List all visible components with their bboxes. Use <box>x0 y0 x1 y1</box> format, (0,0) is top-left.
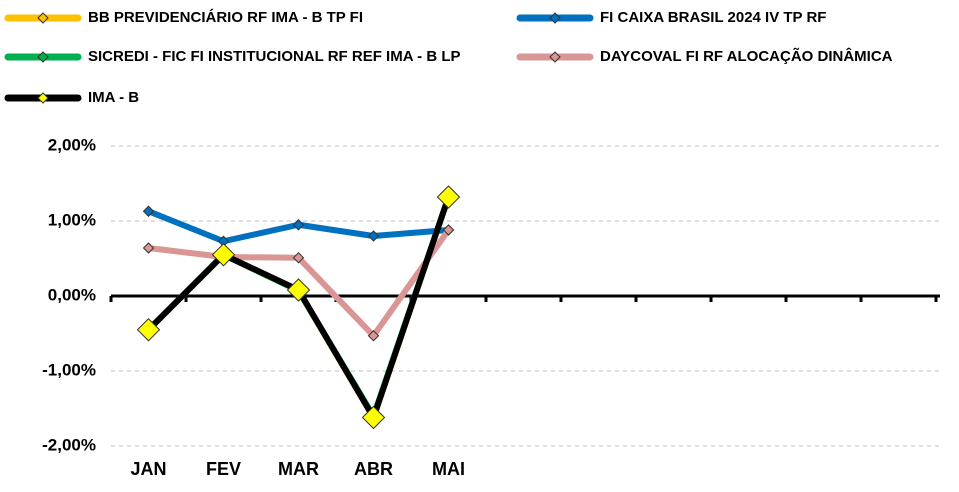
series-marker <box>367 230 380 242</box>
y-tick-label: -1,00% <box>42 360 96 379</box>
legend-marker <box>37 92 49 104</box>
legend-label: BB PREVIDENCIÁRIO RF IMA - B TP FI <box>88 9 363 26</box>
y-tick-label: -2,00% <box>42 435 96 454</box>
y-tick-label: 2,00% <box>48 135 96 154</box>
series-marker <box>211 243 236 267</box>
legend-marker <box>37 12 49 24</box>
series-marker <box>361 405 386 430</box>
legend-label: DAYCOVAL FI RF ALOCAÇÃO DINÂMICA <box>600 47 893 65</box>
series-marker <box>136 318 161 342</box>
y-tick-label: 0,00% <box>48 285 96 304</box>
x-tick-label: MAI <box>432 459 465 479</box>
x-tick-label: JAN <box>130 459 166 479</box>
x-tick-label: FEV <box>206 459 241 479</box>
legend-label: SICREDI - FIC FI INSTITUCIONAL RF REF IM… <box>88 48 461 65</box>
series-marker <box>142 205 155 217</box>
legend-marker <box>549 12 561 24</box>
series-marker <box>286 278 311 302</box>
x-tick-label: ABR <box>354 459 393 479</box>
x-tick-label: MAR <box>278 459 319 479</box>
y-tick-label: 1,00% <box>48 210 96 229</box>
series-marker <box>442 224 455 236</box>
legend-label: FI CAIXA BRASIL 2024 IV TP RF <box>600 9 826 26</box>
legend-marker <box>37 51 49 63</box>
legend-label: IMA - B <box>88 89 139 106</box>
series-marker <box>142 242 155 254</box>
series-marker <box>292 252 305 264</box>
series-marker <box>436 185 461 209</box>
series-marker <box>367 330 380 342</box>
series-marker <box>292 219 305 231</box>
legend-marker <box>549 51 561 63</box>
